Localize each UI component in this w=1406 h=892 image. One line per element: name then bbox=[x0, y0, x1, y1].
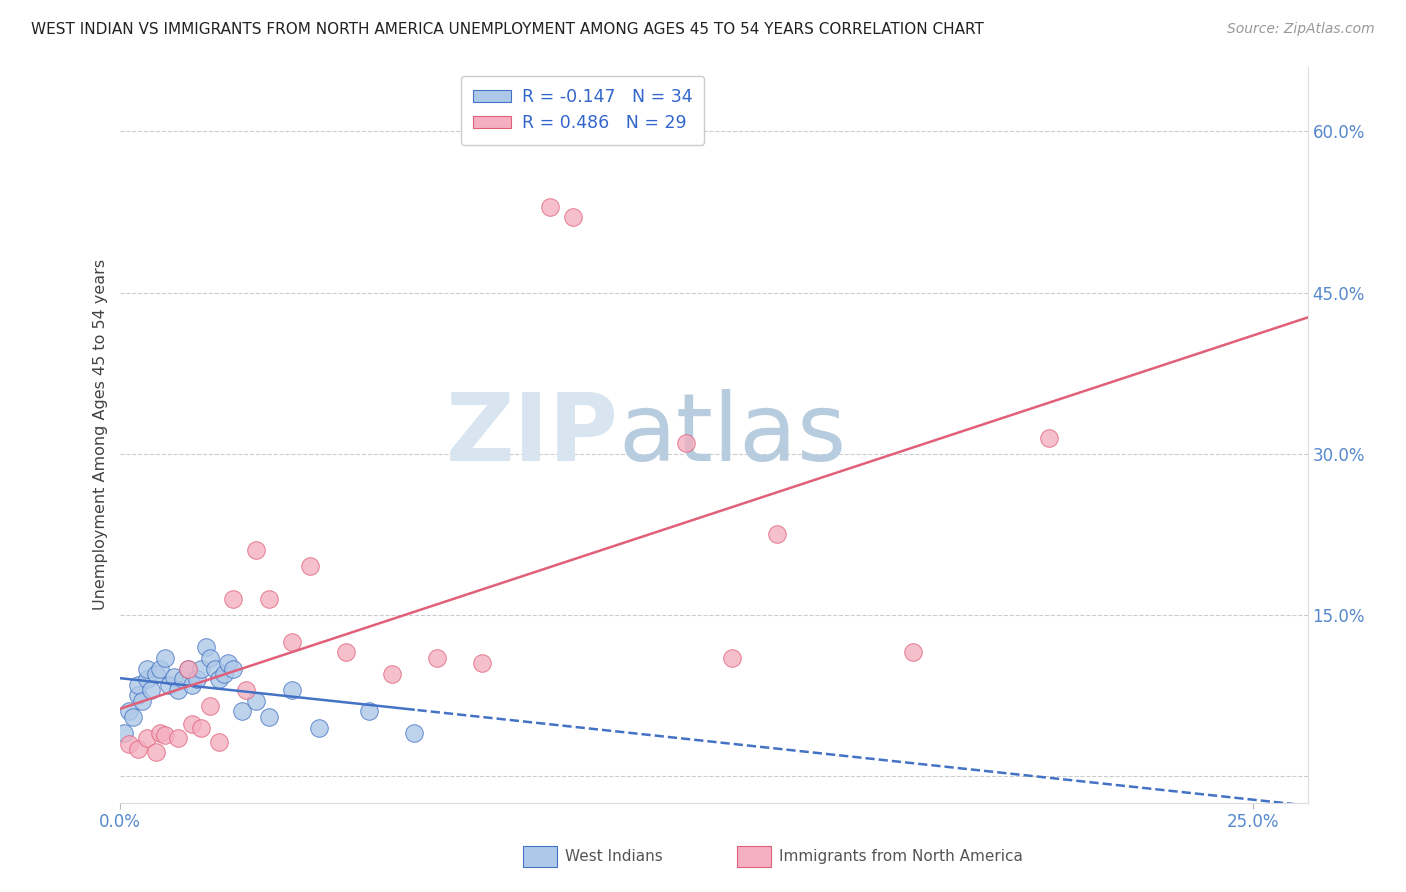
Text: atlas: atlas bbox=[619, 389, 846, 481]
Point bbox=[235, 683, 257, 698]
Point bbox=[222, 661, 245, 675]
Point bbox=[117, 705, 139, 719]
Point bbox=[212, 666, 235, 681]
Point bbox=[1038, 431, 1060, 445]
Point bbox=[208, 672, 231, 686]
Point bbox=[131, 694, 153, 708]
FancyBboxPatch shape bbox=[523, 847, 557, 867]
Point bbox=[181, 717, 204, 731]
Point bbox=[190, 661, 212, 675]
Point bbox=[335, 645, 357, 659]
Text: Immigrants from North America: Immigrants from North America bbox=[779, 849, 1022, 864]
Point bbox=[204, 661, 226, 675]
Point bbox=[200, 650, 222, 665]
Point bbox=[127, 689, 149, 703]
Point bbox=[720, 650, 742, 665]
Point bbox=[675, 436, 697, 450]
Point bbox=[135, 731, 157, 746]
Point bbox=[190, 721, 212, 735]
Point bbox=[194, 640, 217, 654]
Point bbox=[426, 650, 449, 665]
Point bbox=[766, 527, 789, 541]
Point bbox=[281, 634, 304, 648]
Point bbox=[281, 683, 304, 698]
Point bbox=[181, 678, 204, 692]
Point bbox=[135, 672, 157, 686]
Point bbox=[217, 656, 239, 670]
Point bbox=[167, 683, 190, 698]
Point bbox=[200, 699, 222, 714]
Point bbox=[127, 678, 149, 692]
Point bbox=[257, 591, 280, 606]
Point bbox=[167, 731, 190, 746]
Point bbox=[141, 683, 163, 698]
Point bbox=[562, 211, 585, 225]
Point bbox=[245, 694, 267, 708]
Point bbox=[208, 734, 231, 748]
Point bbox=[471, 656, 494, 670]
Point bbox=[112, 726, 135, 740]
Point bbox=[149, 726, 172, 740]
Point bbox=[298, 559, 321, 574]
Text: ZIP: ZIP bbox=[446, 389, 619, 481]
Point bbox=[186, 672, 208, 686]
Point bbox=[153, 728, 176, 742]
Point bbox=[257, 710, 280, 724]
Point bbox=[404, 726, 426, 740]
Legend: R = -0.147   N = 34, R = 0.486   N = 29: R = -0.147 N = 34, R = 0.486 N = 29 bbox=[461, 76, 704, 145]
Point bbox=[308, 721, 330, 735]
Point bbox=[381, 666, 404, 681]
Point bbox=[135, 661, 157, 675]
FancyBboxPatch shape bbox=[737, 847, 770, 867]
Y-axis label: Unemployment Among Ages 45 to 54 years: Unemployment Among Ages 45 to 54 years bbox=[93, 260, 108, 610]
Point bbox=[153, 650, 176, 665]
Point bbox=[172, 672, 194, 686]
Point bbox=[163, 670, 186, 684]
Point bbox=[157, 678, 180, 692]
Point bbox=[149, 661, 172, 675]
Point bbox=[222, 591, 245, 606]
Point bbox=[176, 661, 198, 675]
Point bbox=[901, 645, 924, 659]
Point bbox=[145, 666, 167, 681]
Point bbox=[245, 543, 267, 558]
Point bbox=[357, 705, 380, 719]
Point bbox=[145, 745, 167, 759]
Text: Source: ZipAtlas.com: Source: ZipAtlas.com bbox=[1227, 22, 1375, 37]
Point bbox=[538, 200, 561, 214]
Point bbox=[127, 742, 149, 756]
Point bbox=[117, 737, 139, 751]
Text: WEST INDIAN VS IMMIGRANTS FROM NORTH AMERICA UNEMPLOYMENT AMONG AGES 45 TO 54 YE: WEST INDIAN VS IMMIGRANTS FROM NORTH AME… bbox=[31, 22, 984, 37]
Text: West Indians: West Indians bbox=[565, 849, 662, 864]
Point bbox=[231, 705, 253, 719]
Point bbox=[176, 661, 198, 675]
Point bbox=[122, 710, 145, 724]
